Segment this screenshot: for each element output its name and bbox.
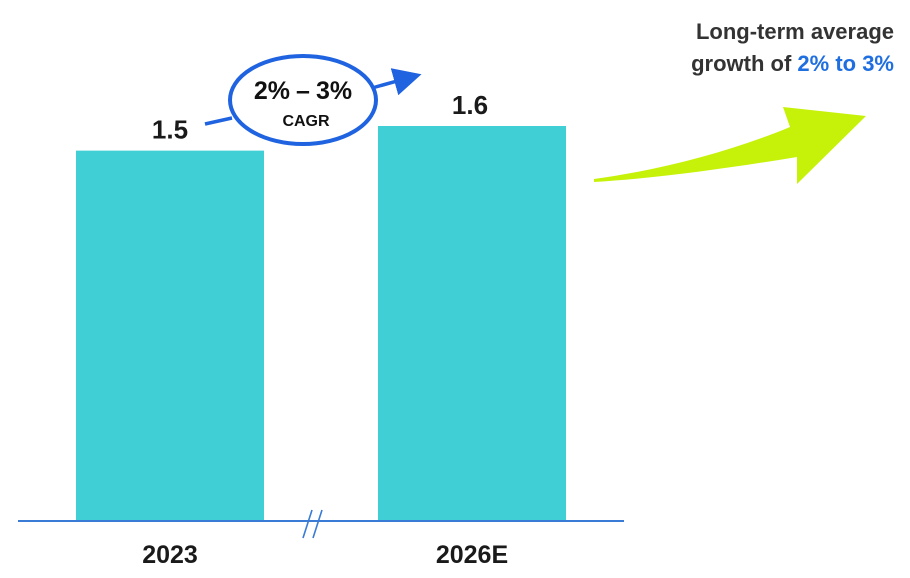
bars-layer: 1.5 1.6 bbox=[76, 90, 566, 520]
cagr-label: CAGR bbox=[282, 113, 330, 130]
x-tick-label-2026e: 2026E bbox=[436, 541, 508, 569]
growth-arrow-icon bbox=[594, 107, 866, 184]
headline-line-2: growth of 2% to 3% bbox=[574, 48, 894, 80]
bar-2023 bbox=[76, 150, 264, 520]
cagr-callout: 2% –3% CAGR bbox=[204, 54, 422, 146]
axis-break-icon bbox=[302, 509, 323, 539]
cagr-connector-left bbox=[204, 116, 233, 126]
category-labels: 2023 2026E bbox=[142, 541, 508, 569]
headline-accent: 2% to 3% bbox=[797, 51, 894, 76]
x-tick-label-2023: 2023 bbox=[142, 541, 198, 569]
bar-value-label-2026e: 1.6 bbox=[452, 90, 488, 120]
bar-value-label-2023: 1.5 bbox=[152, 115, 188, 145]
headline-line-1: Long-term average bbox=[695, 19, 894, 44]
growth-headline: Long-term average growth of 2% to 3% bbox=[574, 16, 894, 80]
cagr-ellipse bbox=[228, 54, 378, 146]
bar-2026e bbox=[378, 126, 566, 520]
cagr-range: 2% –3% bbox=[254, 77, 352, 105]
cagr-arrow-icon bbox=[371, 68, 422, 96]
headline-prefix: growth of bbox=[691, 51, 798, 76]
